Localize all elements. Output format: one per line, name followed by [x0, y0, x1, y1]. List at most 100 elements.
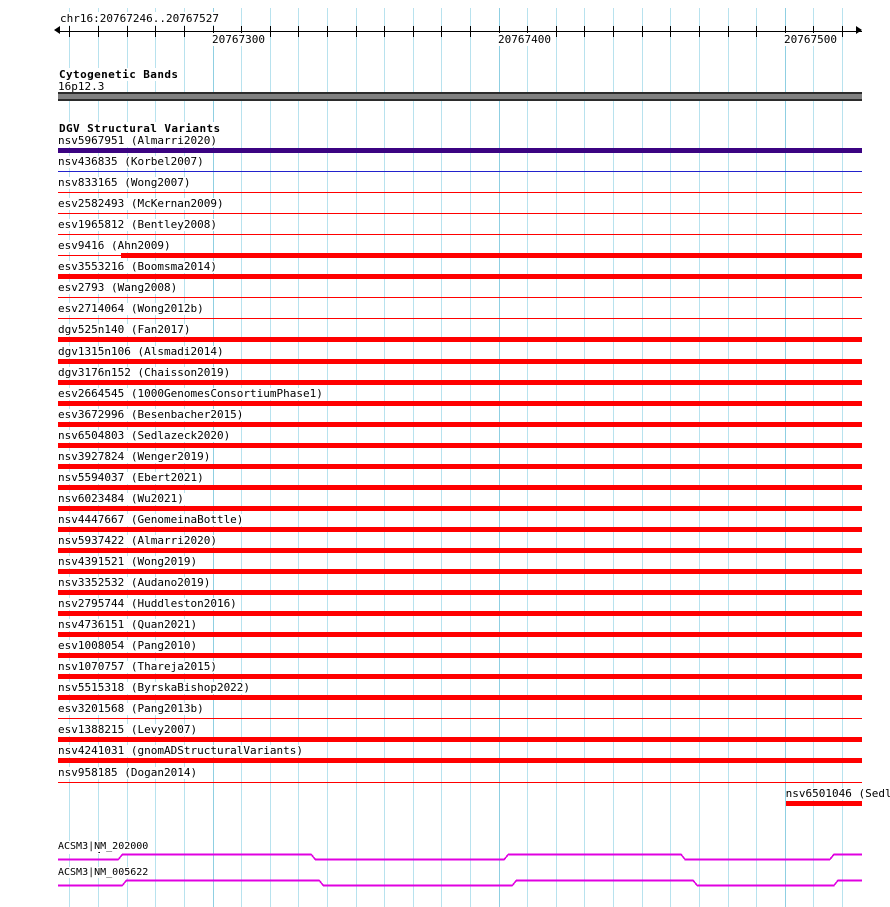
arrow-left-icon[interactable]	[54, 26, 60, 34]
variant-label[interactable]: nsv4241031 (gnomADStructuralVariants)	[58, 744, 305, 757]
variant-label[interactable]: nsv4447667 (GenomeinaBottle)	[58, 513, 245, 526]
variant-bar[interactable]	[58, 632, 862, 637]
variant-bar[interactable]	[58, 359, 862, 364]
gene-model[interactable]	[58, 879, 862, 887]
variant-label[interactable]: dgv1315n106 (Alsmadi2014)	[58, 345, 225, 358]
ruler-tick	[327, 26, 328, 37]
variant-label[interactable]: nsv5967951 (Almarri2020)	[58, 134, 218, 147]
variant-bar[interactable]	[58, 718, 862, 719]
variant-bar[interactable]	[58, 653, 862, 658]
variant-label[interactable]: nsv3352532 (Audano2019)	[58, 576, 212, 589]
ruler-tick	[298, 26, 299, 37]
variant-bar[interactable]	[58, 485, 862, 490]
variant-bar[interactable]	[58, 737, 862, 742]
variant-label[interactable]: esv1965812 (Bentley2008)	[58, 218, 218, 231]
variant-bar[interactable]	[58, 758, 862, 763]
ruler-tick	[413, 26, 414, 37]
variant-bar[interactable]	[58, 380, 862, 385]
variant-bar[interactable]	[58, 192, 862, 193]
variant-bar[interactable]	[58, 337, 862, 342]
variant-label[interactable]: esv2664545 (1000GenomesConsortiumPhase1)	[58, 387, 324, 400]
variant-bar[interactable]	[58, 234, 862, 235]
ruler-tick	[155, 26, 156, 37]
variant-bar[interactable]	[786, 801, 862, 806]
ruler-tick	[642, 26, 643, 37]
variant-label[interactable]: esv1008054 (Pang2010)	[58, 639, 199, 652]
variant-label[interactable]: nsv5594037 (Ebert2021)	[58, 471, 205, 484]
variant-label[interactable]: nsv1070757 (Thareja2015)	[58, 660, 218, 673]
variant-label[interactable]: esv2793 (Wang2008)	[58, 281, 179, 294]
variant-bar[interactable]	[58, 569, 862, 574]
variant-label[interactable]: esv3201568 (Pang2013b)	[58, 702, 205, 715]
gene-exon-intron-line	[58, 853, 862, 861]
ruler-tick	[556, 26, 557, 37]
variant-bar[interactable]	[58, 422, 862, 427]
variant-bar[interactable]	[58, 674, 862, 679]
ruler-tick	[728, 26, 729, 37]
variant-bar[interactable]	[58, 695, 862, 700]
variant-label[interactable]: nsv6023484 (Wu2021)	[58, 492, 185, 505]
variant-bar[interactable]	[58, 590, 862, 595]
variant-bar-lead[interactable]	[58, 255, 121, 256]
variant-bar[interactable]	[58, 213, 862, 214]
variant-bar[interactable]	[58, 443, 862, 448]
gene-label[interactable]: ACSM3|NM_202000	[58, 841, 150, 852]
variant-bar[interactable]	[58, 297, 862, 298]
variant-label[interactable]: nsv4391521 (Wong2019)	[58, 555, 199, 568]
ruler-tick	[670, 26, 671, 37]
variant-bar[interactable]	[58, 318, 862, 319]
variant-label[interactable]: nsv436835 (Korbel2007)	[58, 155, 205, 168]
variant-label[interactable]: esv2714064 (Wong2012b)	[58, 302, 205, 315]
variant-label[interactable]: nsv6504803 (Sedlazeck2020)	[58, 429, 232, 442]
variant-bar[interactable]	[58, 782, 862, 783]
variant-label[interactable]: dgv525n140 (Fan2017)	[58, 323, 192, 336]
variant-label[interactable]: dgv3176n152 (Chaisson2019)	[58, 366, 232, 379]
variant-label[interactable]: nsv833165 (Wong2007)	[58, 176, 192, 189]
ruler-tick	[584, 26, 585, 37]
variant-bar[interactable]	[58, 401, 862, 406]
variant-label[interactable]: nsv5937422 (Almarri2020)	[58, 534, 218, 547]
ruler-tick-label: 20767400	[497, 33, 552, 46]
variant-bar[interactable]	[58, 527, 862, 532]
variant-bar[interactable]	[58, 611, 862, 616]
coordinate-ruler[interactable]: chr16:20767246..20767527 20767300 2076740…	[0, 0, 890, 52]
variant-label[interactable]: esv3672996 (Besenbacher2015)	[58, 408, 245, 421]
ruler-tick	[184, 26, 185, 37]
variant-bar[interactable]	[58, 506, 862, 511]
ruler-tick	[756, 26, 757, 37]
ruler-tick	[441, 26, 442, 37]
ruler-tick	[127, 26, 128, 37]
variant-bar[interactable]	[58, 548, 862, 553]
ruler-tick	[356, 26, 357, 37]
variant-label[interactable]: nsv958185 (Dogan2014)	[58, 766, 199, 779]
variant-label[interactable]: esv1388215 (Levy2007)	[58, 723, 199, 736]
ruler-tick	[470, 26, 471, 37]
right-gutter	[869, 0, 890, 907]
variant-label[interactable]: esv9416 (Ahn2009)	[58, 239, 172, 252]
ruler-tick	[613, 26, 614, 37]
ruler-tick	[98, 26, 99, 37]
variant-label[interactable]: nsv3927824 (Wenger2019)	[58, 450, 212, 463]
cytoband-bar[interactable]	[58, 92, 862, 101]
locus-label: chr16:20767246..20767527	[59, 12, 220, 25]
gene-label[interactable]: ACSM3|NM_005622	[58, 867, 150, 878]
variant-bar[interactable]	[58, 274, 862, 279]
left-gutter	[0, 0, 55, 907]
variant-bar[interactable]	[121, 253, 862, 258]
ruler-tick-label: 20767300	[211, 33, 266, 46]
ruler-tick	[69, 26, 70, 37]
variant-label[interactable]: nsv5515318 (ByrskaBishop2022)	[58, 681, 252, 694]
variant-bar[interactable]	[58, 464, 862, 469]
variant-bar[interactable]	[58, 171, 862, 172]
gene-model[interactable]	[58, 853, 862, 861]
variant-label[interactable]: esv3553216 (Boomsma2014)	[58, 260, 218, 273]
variant-label[interactable]: nsv4736151 (Quan2021)	[58, 618, 199, 631]
variant-bar[interactable]	[58, 148, 862, 153]
top-gutter	[0, 0, 890, 8]
variant-label[interactable]: nsv2795744 (Huddleston2016)	[58, 597, 238, 610]
arrow-right-icon[interactable]	[856, 26, 862, 34]
variant-label[interactable]: nsv6501046 (Sedlaz	[785, 788, 890, 800]
variant-label[interactable]: esv2582493 (McKernan2009)	[58, 197, 225, 210]
